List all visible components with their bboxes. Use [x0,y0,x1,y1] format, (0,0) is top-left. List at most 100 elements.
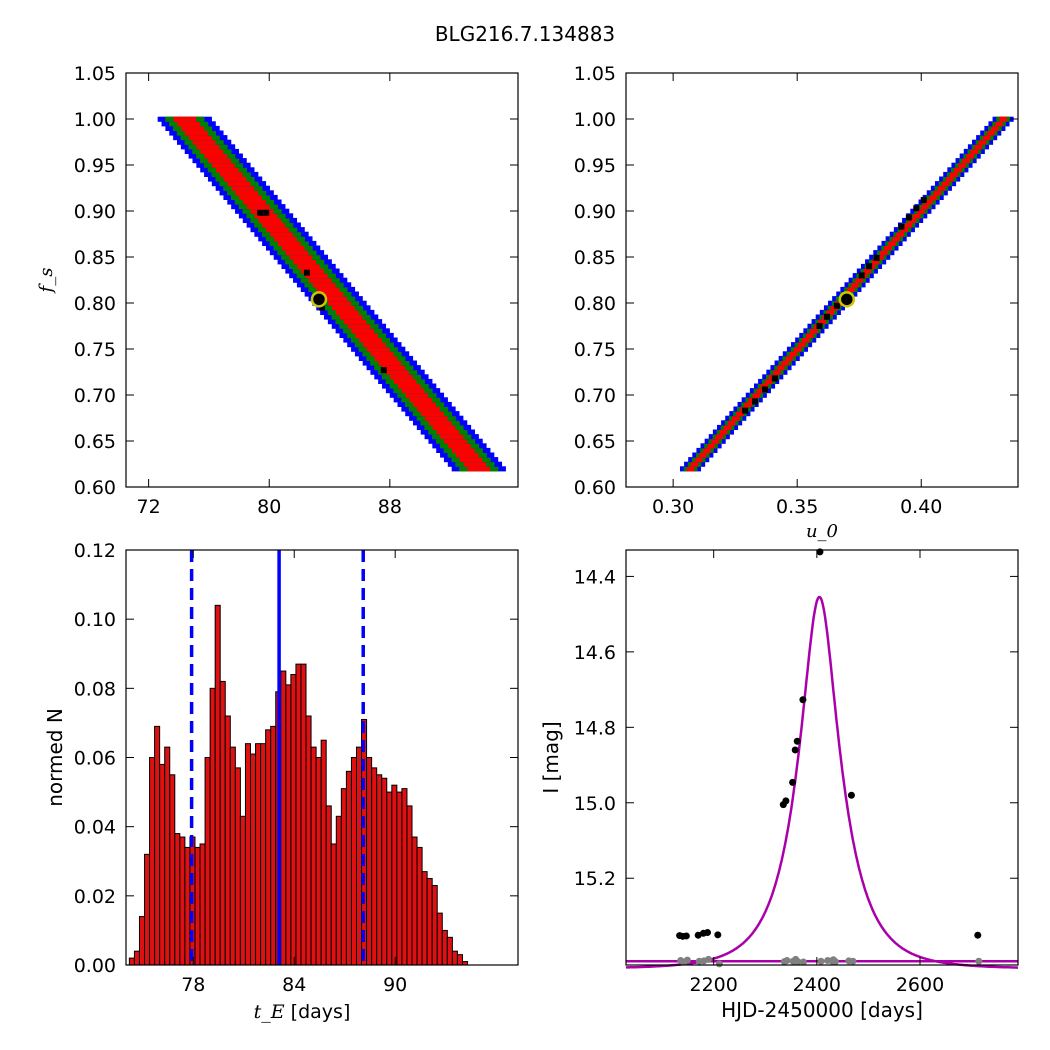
histogram-bar [371,767,378,966]
inner-band-cell [690,461,699,467]
y-tick-label: 0.85 [74,247,116,269]
inner-band-cell [695,457,703,463]
x-tick-label: 78 [181,974,205,996]
y-tick-label: 0.12 [74,540,116,562]
inner-band-cell [818,319,826,325]
residual-point [831,958,839,966]
inner-band-cell [328,300,351,306]
inner-band-cell [715,434,724,440]
inner-band-cell [413,401,436,407]
inner-band-cell [732,415,740,421]
inner-band-cell [777,365,785,371]
y-tick-label: 0.65 [574,431,616,453]
residual-point [783,956,791,964]
highlight-point [319,304,325,311]
inner-band-cell [855,277,863,283]
panel-te-histogram: 78 84 90 0.00 0.02 0.04 0.06 0.08 0.10 0.12 t_E [d… [43,540,519,1023]
inner-band-cell [896,231,905,237]
inner-band-cell [764,378,773,384]
data-point [714,931,722,939]
histogram-bar [340,788,347,966]
inner-band-cell [401,388,425,394]
inner-band-cell [363,342,386,348]
inner-band-cell [863,268,872,274]
inner-band-cell [904,222,913,228]
inner-band-cell [888,240,896,246]
y-tick-label: 0.80 [574,293,616,315]
histogram-bar [290,674,297,966]
highlight-point [905,214,912,221]
histogram-bar [386,791,393,966]
inner-band-cell [258,217,282,223]
panel-light-curve: 2200 2400 2600 14.4 14.6 14.8 15.0 15.2 HJD-2450… [539,548,1019,1022]
inner-band-cell [703,447,711,453]
y-axis-label: I [mag] [539,721,563,793]
data-point [789,778,797,786]
y-tick-label: 0.90 [74,201,116,223]
inner-band-cell [917,208,925,214]
y-tick-label: 0.04 [74,817,116,839]
inner-band-cell [987,130,995,136]
y-tick-label: 0.95 [574,155,616,177]
y-tick-label: 0.70 [74,385,116,407]
inner-band-cell [760,383,769,389]
inner-band-cell [185,130,208,136]
inner-band-cell [945,176,954,182]
x-tick-label: 0.40 [900,496,942,518]
inner-band-cell [773,369,781,375]
y-axis-label: normed N [43,708,67,807]
histogram-bar [280,670,287,966]
inner-band-cell [177,121,200,127]
inner-band-cell [707,443,715,449]
highlight-point [920,196,927,203]
residual-point [975,957,983,965]
inner-band-cell [335,309,359,315]
histogram-bar [305,715,312,966]
histogram-bar [194,846,201,966]
inner-band-cell [736,411,744,417]
x-tick-label: 90 [383,974,407,996]
inner-band-cell [900,227,909,233]
inner-band-cell [966,153,974,159]
histogram-bar [366,757,373,966]
inner-band-cell [908,217,917,223]
histogram-bar [426,878,433,966]
inner-band-cell [448,443,471,449]
inner-band-cell [196,144,220,150]
histogram-bar [451,950,458,966]
inner-band-cell [970,148,979,154]
inner-band-cell [463,461,487,467]
inner-band-cell [173,116,197,122]
highlight-point [823,313,830,320]
inner-band-cell [254,213,278,219]
inner-band-cell [921,204,929,210]
inner-band-cell [851,282,859,288]
axes-frame [625,549,1019,966]
inner-band-cell [293,259,317,265]
inner-band-cell [397,383,421,389]
inner-band-cell [933,190,942,196]
axes-frame [125,549,519,966]
inner-band-cell [432,424,456,430]
highlight-point [873,254,880,261]
x-tick-label: 84 [282,974,306,996]
histogram-bar [255,743,262,966]
highlight-point [833,302,840,309]
inner-band-cell [208,158,231,164]
y-tick-label: 15.2 [574,868,616,890]
highlight-point [263,209,270,216]
histogram-bar [179,836,186,966]
x-tick-label: 88 [378,496,402,518]
inner-band-cell [744,401,752,407]
panel-u0-vs-fs: 0.30 0.35 0.40 0.60 0.65 0.70 0.75 0.80 0.85 0.90… [574,63,1019,542]
inner-band-cell [954,167,962,173]
inner-band-cell [366,346,390,352]
inner-band-cell [727,420,736,426]
inner-band-cell [405,392,429,398]
inner-band-cell [752,392,761,398]
y-tick-label: 0.06 [74,748,116,770]
histogram-bar [154,725,161,966]
histogram-bar [431,884,438,966]
x-tick-label: 2400 [793,974,841,996]
histogram-bar [265,729,272,966]
